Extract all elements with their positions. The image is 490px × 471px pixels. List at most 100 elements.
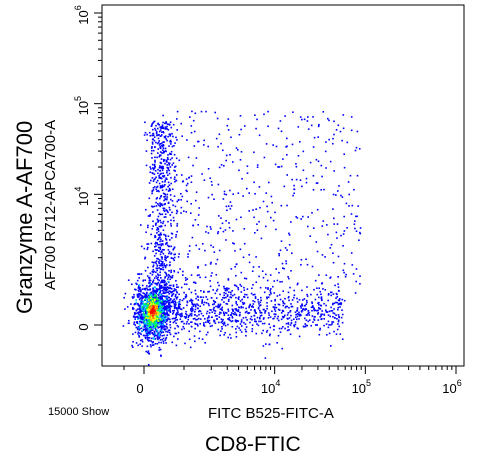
event-dot [161, 186, 163, 189]
event-dot [284, 327, 286, 330]
event-dot [153, 178, 155, 181]
event-dot [342, 233, 345, 235]
event-dot [194, 323, 197, 325]
event-dot [157, 314, 159, 316]
event-dot [139, 328, 141, 330]
event-dot [182, 270, 184, 273]
event-dot [172, 162, 175, 164]
event-dot [332, 252, 334, 254]
event-dot [138, 295, 140, 297]
event-dot [140, 315, 143, 318]
event-dot [178, 293, 180, 296]
event-dot [163, 210, 166, 213]
event-dot [300, 310, 303, 312]
event-dot [241, 301, 244, 304]
event-dot [312, 189, 315, 191]
event-dot [158, 283, 161, 286]
event-dot [235, 302, 238, 305]
event-dot [140, 333, 142, 336]
event-dot [303, 118, 306, 121]
event-dot [160, 320, 163, 323]
event-dot [156, 232, 158, 234]
event-dot [145, 323, 147, 325]
event-dot [186, 278, 189, 280]
event-dot [175, 283, 178, 286]
event-dot [206, 298, 209, 301]
event-dot [185, 310, 187, 313]
event-dot [146, 133, 148, 136]
event-dot [168, 290, 171, 293]
event-dot [191, 321, 193, 323]
event-dot [123, 296, 125, 299]
event-dot [156, 317, 159, 320]
event-dot [332, 312, 335, 314]
event-dot [352, 273, 355, 275]
event-dot [277, 315, 279, 318]
event-dot [284, 247, 287, 249]
event-dot [208, 312, 211, 314]
event-dot [227, 336, 229, 339]
event-dot [141, 316, 143, 319]
event-dot [143, 310, 145, 312]
event-dot [159, 305, 162, 308]
event-dot [165, 323, 168, 325]
event-dot [156, 218, 159, 221]
event-count-text: 15000 Show [48, 406, 110, 418]
event-dot [223, 193, 226, 195]
event-dot [177, 256, 180, 258]
event-dot [327, 314, 330, 316]
event-dot [183, 298, 185, 300]
event-dot [220, 330, 222, 332]
event-dot [323, 302, 325, 305]
event-dot [185, 313, 187, 315]
event-dot [250, 292, 253, 295]
event-dot [225, 154, 228, 157]
event-dot [296, 301, 299, 303]
event-dot [307, 310, 310, 312]
event-dot [172, 310, 174, 312]
event-dot [343, 271, 345, 274]
event-dot [163, 249, 165, 251]
event-dot [146, 248, 149, 251]
event-dot [158, 346, 161, 349]
event-dot [190, 212, 192, 214]
event-dot [272, 317, 274, 320]
event-dot [278, 309, 281, 311]
event-dot [253, 300, 256, 303]
event-dot [255, 127, 257, 130]
event-dot [159, 329, 162, 331]
event-dot [213, 303, 216, 305]
event-dot [193, 130, 196, 133]
event-dot [243, 228, 246, 230]
event-dot [165, 242, 168, 245]
event-dot [156, 297, 159, 299]
event-dot [162, 114, 164, 117]
event-dot [133, 303, 136, 306]
event-dot [212, 299, 215, 302]
event-dot [337, 299, 340, 301]
event-dot [159, 274, 161, 276]
event-dot [291, 299, 294, 301]
event-dot [335, 314, 337, 316]
event-dot [173, 219, 175, 222]
event-dot [186, 314, 188, 316]
event-dot [152, 265, 154, 268]
event-dot [144, 305, 146, 308]
event-dot [227, 323, 229, 326]
event-dot [239, 115, 242, 117]
event-dot [153, 331, 156, 333]
event-dot [300, 218, 302, 220]
event-dot [172, 313, 174, 315]
event-dot [181, 299, 184, 302]
event-dot [359, 227, 362, 229]
event-dot [153, 320, 156, 322]
event-dot [145, 350, 147, 353]
event-dot [154, 290, 157, 292]
event-dot [173, 253, 175, 256]
event-dot [179, 308, 182, 310]
event-dot [252, 284, 254, 286]
event-dot [145, 321, 148, 323]
event-dot [221, 299, 223, 301]
event-dot [171, 276, 174, 279]
event-dot [188, 338, 191, 341]
